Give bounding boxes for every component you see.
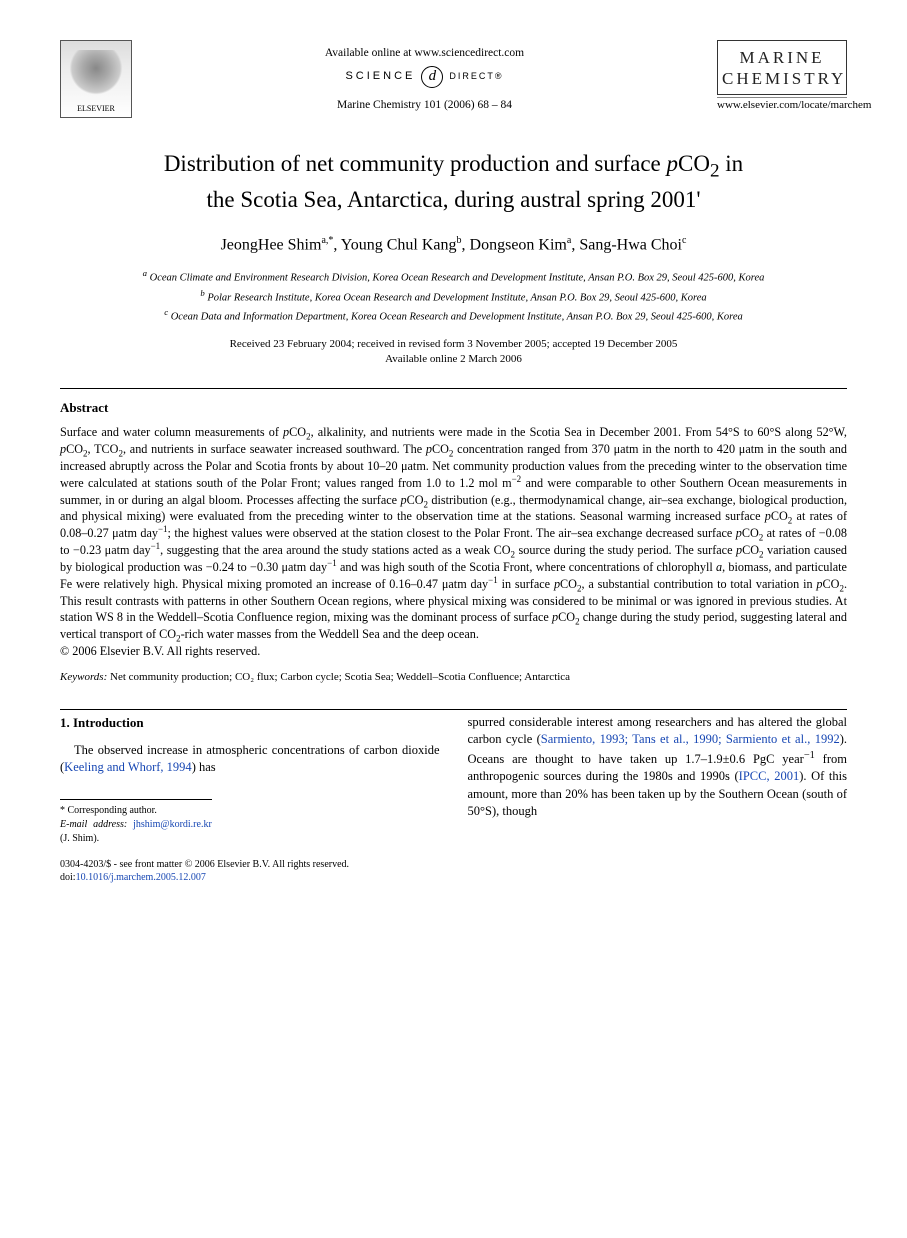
abstract-text: Surface and water column measurements of… xyxy=(60,425,847,641)
corr-star-label: * Corresponding author. xyxy=(60,804,212,818)
abstract-copyright: © 2006 Elsevier B.V. All rights reserved… xyxy=(60,644,260,658)
footer-doi-line: doi:10.1016/j.marchem.2005.12.007 xyxy=(60,871,847,885)
scidirect-right: DIRECT® xyxy=(449,70,503,82)
available-online-text: Available online at www.sciencedirect.co… xyxy=(132,46,717,62)
page-header: ELSEVIER Available online at www.science… xyxy=(60,40,847,118)
affiliation-text: Ocean Climate and Environment Research D… xyxy=(150,273,765,284)
author: JeongHee Shim xyxy=(221,236,322,253)
corresponding-author-note: * Corresponding author. E-mail address: … xyxy=(60,799,212,846)
left-column: 1. Introduction The observed increase in… xyxy=(60,714,440,846)
author-list: JeongHee Shima,*, Young Chul Kangb, Dong… xyxy=(60,234,847,256)
locator-url: www.elsevier.com/locate/marchem xyxy=(717,98,847,113)
publisher-name: ELSEVIER xyxy=(77,104,115,115)
sciencedirect-logo: SCIENCE d DIRECT® xyxy=(132,66,717,88)
affiliations: a Ocean Climate and Environment Research… xyxy=(60,267,847,325)
intro-left-paragraph: The observed increase in atmospheric con… xyxy=(60,742,440,777)
doi-link[interactable]: 10.1016/j.marchem.2005.12.007 xyxy=(76,872,206,883)
scidirect-left: SCIENCE xyxy=(345,69,415,84)
author-affil-sup: c xyxy=(682,235,686,246)
journal-title-box: MARINE CHEMISTRY xyxy=(717,40,847,95)
author-affil-sup: a,* xyxy=(321,235,333,246)
divider xyxy=(60,709,847,710)
abstract-heading: Abstract xyxy=(60,399,847,417)
elsevier-tree-icon xyxy=(68,50,124,102)
title-segment: in xyxy=(720,151,744,176)
author: Sang-Hwa Choi xyxy=(579,236,682,253)
title-pco2-p: p xyxy=(667,151,679,176)
keywords-block: Keywords: Net community production; CO₂ … xyxy=(60,670,847,685)
article-title: Distribution of net community production… xyxy=(80,148,827,216)
affiliation-text: Polar Research Institute, Korea Ocean Re… xyxy=(207,292,706,303)
corr-email[interactable]: jhshim@kordi.re.kr xyxy=(133,819,212,830)
abstract-body: Surface and water column measurements of… xyxy=(60,424,847,660)
corr-email-line: E-mail address: jhshim@kordi.re.kr (J. S… xyxy=(60,818,212,846)
title-co2: CO xyxy=(678,151,710,176)
dates-received: Received 23 February 2004; received in r… xyxy=(60,337,847,352)
intro-columns: 1. Introduction The observed increase in… xyxy=(60,714,847,846)
corr-email-suffix: (J. Shim). xyxy=(60,833,99,844)
affiliation-a: a Ocean Climate and Environment Research… xyxy=(60,267,847,286)
page-footer: 0304-4203/$ - see front matter © 2006 El… xyxy=(60,858,847,885)
title-segment: Distribution of net community production… xyxy=(164,151,667,176)
journal-name-line2: CHEMISTRY xyxy=(722,68,842,89)
journal-name-line1: MARINE xyxy=(722,47,842,68)
affiliation-b: b Polar Research Institute, Korea Ocean … xyxy=(60,287,847,306)
footer-front-matter: 0304-4203/$ - see front matter © 2006 El… xyxy=(60,858,847,872)
dates-online: Available online 2 March 2006 xyxy=(60,352,847,367)
keywords-list: Net community production; CO₂ flux; Carb… xyxy=(110,671,570,683)
citation-line: Marine Chemistry 101 (2006) 68 – 84 xyxy=(132,98,717,114)
affiliation-c: c Ocean Data and Information Department,… xyxy=(60,306,847,325)
affiliation-text: Ocean Data and Information Department, K… xyxy=(171,311,743,322)
author: Young Chul Kang xyxy=(341,236,457,253)
article-dates: Received 23 February 2004; received in r… xyxy=(60,337,847,368)
right-column: spurred considerable interest among rese… xyxy=(468,714,848,846)
author: Dongseon Kim xyxy=(470,236,567,253)
divider xyxy=(60,388,847,389)
scidirect-badge-icon: d xyxy=(421,66,443,88)
intro-right-paragraph: spurred considerable interest among rese… xyxy=(468,714,848,821)
title-sub2: 2 xyxy=(710,161,720,182)
author-affil-sup: b xyxy=(457,235,462,246)
header-center: Available online at www.sciencedirect.co… xyxy=(132,40,717,113)
author-affil-sup: a xyxy=(567,235,571,246)
elsevier-logo: ELSEVIER xyxy=(60,40,132,118)
email-label: E-mail address: xyxy=(60,819,127,830)
journal-logo: MARINE CHEMISTRY www.elsevier.com/locate… xyxy=(717,40,847,112)
introduction-heading: 1. Introduction xyxy=(60,714,440,732)
keywords-label: Keywords: xyxy=(60,671,107,683)
doi-label: doi: xyxy=(60,872,76,883)
title-line2: the Scotia Sea, Antarctica, during austr… xyxy=(206,187,700,212)
